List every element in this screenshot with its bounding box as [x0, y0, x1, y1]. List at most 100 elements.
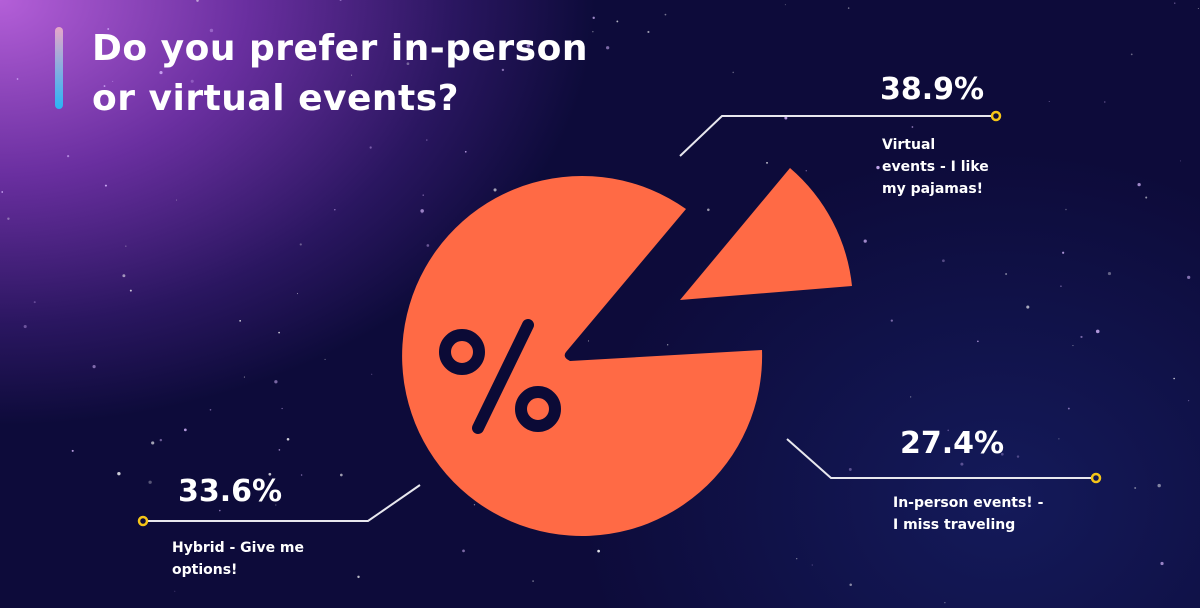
star — [847, 7, 850, 9]
star — [23, 325, 27, 329]
star — [890, 319, 893, 322]
star — [297, 293, 299, 295]
leader-line-virtual — [679, 115, 993, 157]
star — [159, 438, 163, 442]
star — [911, 126, 914, 128]
star — [275, 504, 277, 506]
star — [371, 373, 373, 375]
star — [243, 376, 245, 378]
data-label-in-person: 27.4% — [900, 426, 1005, 461]
marker-virtual — [990, 110, 1002, 122]
star — [209, 408, 212, 411]
star — [1065, 208, 1067, 211]
star — [784, 4, 786, 6]
star — [117, 471, 121, 476]
star — [1016, 455, 1020, 458]
star — [33, 301, 36, 304]
star — [977, 340, 979, 343]
star — [1095, 329, 1100, 334]
star — [597, 549, 600, 553]
star — [274, 380, 278, 384]
star — [1080, 335, 1083, 339]
star — [1058, 438, 1060, 440]
star — [425, 139, 428, 141]
title-line-2: or virtual events? — [92, 78, 460, 119]
star — [1026, 305, 1030, 309]
star — [148, 480, 152, 484]
star — [1157, 483, 1161, 488]
star — [426, 244, 430, 247]
star — [422, 194, 424, 196]
label-line: I miss traveling — [893, 517, 1016, 533]
star — [67, 155, 70, 158]
star — [1160, 561, 1164, 566]
star — [92, 365, 96, 369]
page-title: Do you prefer in-person or virtual event… — [92, 24, 588, 124]
star — [420, 209, 424, 213]
star — [299, 243, 302, 246]
star — [462, 549, 465, 553]
star — [1174, 2, 1176, 4]
star — [942, 259, 945, 263]
star — [278, 331, 280, 334]
star — [129, 289, 132, 292]
star — [592, 16, 595, 20]
star — [664, 13, 667, 16]
star — [16, 78, 19, 80]
star — [151, 441, 155, 445]
star — [606, 46, 610, 50]
star — [1062, 251, 1065, 254]
star — [592, 30, 594, 33]
star — [849, 583, 852, 586]
leader-line-hybrid — [146, 484, 421, 522]
title-line-1: Do you prefer in-person — [92, 28, 588, 69]
label-line: Virtual — [882, 137, 936, 153]
category-label-in-person: In-person events! - I miss traveling — [893, 492, 1043, 536]
star — [616, 20, 619, 23]
star — [473, 504, 476, 506]
star — [1000, 452, 1004, 456]
star — [452, 89, 455, 92]
star — [183, 428, 187, 432]
star — [239, 319, 241, 322]
star — [1067, 407, 1070, 410]
category-label-virtual: Virtual events - I like my pajamas! — [882, 134, 989, 200]
star — [98, 40, 101, 43]
star — [707, 208, 710, 212]
category-label-hybrid: Hybrid - Give me options! — [172, 537, 304, 581]
star — [209, 28, 214, 33]
star — [351, 74, 353, 76]
star — [340, 473, 343, 477]
star — [863, 239, 867, 243]
data-label-virtual: 38.9% — [880, 72, 985, 107]
star — [175, 199, 178, 201]
star — [1187, 399, 1190, 402]
star — [107, 27, 110, 30]
star — [268, 472, 272, 476]
label-line: In-person events! - — [893, 495, 1044, 511]
star — [1134, 487, 1137, 489]
title-accent-bar — [55, 27, 63, 109]
star — [1145, 196, 1148, 199]
star — [890, 79, 893, 81]
star — [501, 68, 505, 72]
star — [198, 89, 201, 91]
star — [1107, 271, 1112, 276]
star — [805, 170, 807, 172]
star — [278, 449, 281, 451]
star — [174, 590, 176, 592]
star — [848, 467, 852, 471]
star — [732, 71, 734, 74]
star — [526, 44, 531, 48]
star — [71, 449, 74, 452]
star — [324, 358, 326, 360]
star — [369, 146, 372, 149]
marker-in-person — [1090, 472, 1102, 484]
star — [190, 79, 194, 83]
star — [947, 429, 950, 432]
pie-slice-exploded — [680, 168, 852, 300]
label-line: Hybrid - Give me — [172, 540, 305, 556]
star — [532, 580, 534, 582]
star — [1137, 182, 1141, 187]
